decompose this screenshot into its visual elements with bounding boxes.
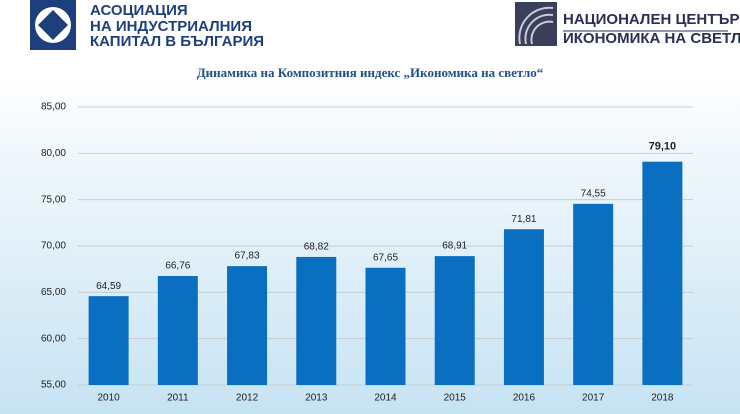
value-label: 67,83	[235, 251, 260, 262]
value-label: 79,10	[649, 141, 677, 153]
bar	[296, 256, 337, 385]
x-tick-label: 2015	[444, 393, 467, 404]
value-label: 71,81	[511, 214, 536, 225]
bar	[365, 267, 406, 385]
logo-text: АСОЦИАЦИЯ	[90, 2, 188, 19]
x-tick-label: 2016	[513, 393, 536, 404]
x-tick-label: 2010	[97, 393, 120, 404]
value-label: 74,55	[581, 188, 606, 199]
x-tick-label: 2011	[167, 393, 189, 404]
x-tick-label: 2014	[374, 393, 397, 404]
y-tick-label: 75,00	[41, 194, 66, 205]
y-tick-label: 60,00	[41, 333, 66, 344]
x-tick-label: 2012	[236, 393, 259, 404]
bar	[434, 256, 475, 385]
logo-text: КАПИТАЛ В БЪЛГАРИЯ	[90, 33, 264, 50]
logo-text: ИКОНОМИКА НА СВЕТЛО	[563, 30, 740, 47]
y-tick-label: 80,00	[41, 148, 66, 159]
value-label: 68,82	[304, 242, 329, 253]
logo-icon	[38, 10, 68, 40]
y-tick-label: 85,00	[41, 102, 66, 113]
x-tick-label: 2017	[582, 393, 605, 404]
left-logo: АСОЦИАЦИЯ НА ИНДУСТРИАЛНИЯ КАПИТАЛ В БЪЛ…	[30, 0, 264, 50]
bar	[227, 266, 268, 385]
value-label: 67,65	[373, 252, 398, 263]
bar	[88, 296, 129, 385]
bar	[642, 161, 683, 385]
x-tick-label: 2018	[651, 393, 674, 404]
value-label: 66,76	[165, 261, 190, 272]
y-tick-label: 55,00	[41, 380, 66, 391]
logo-text: НАЦИОНАЛЕН ЦЕНТЪР	[563, 11, 739, 28]
logo-text: НА ИНДУСТРИАЛНИЯ	[90, 18, 252, 35]
bar	[573, 203, 614, 385]
x-tick-label: 2013	[305, 393, 328, 404]
y-tick-label: 70,00	[41, 241, 66, 252]
right-logo: НАЦИОНАЛЕН ЦЕНТЪР ИКОНОМИКА НА СВЕТЛО	[515, 2, 740, 47]
chart-title: Динамика на Композитния индекс „Икономик…	[197, 65, 544, 80]
value-label: 64,59	[96, 281, 121, 292]
bar	[503, 229, 544, 385]
bar	[157, 276, 198, 385]
y-tick-label: 65,00	[41, 287, 66, 298]
logo-icon	[518, 6, 554, 45]
value-label: 68,91	[442, 241, 467, 252]
